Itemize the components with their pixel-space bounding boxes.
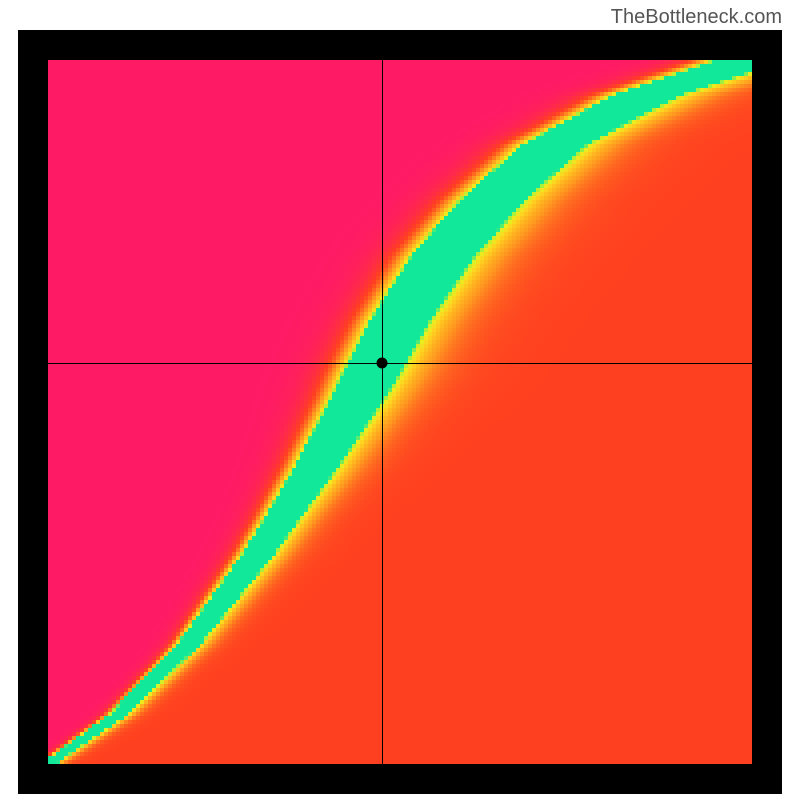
marker-dot bbox=[377, 357, 388, 368]
watermark-text: TheBottleneck.com bbox=[611, 6, 782, 29]
crosshair-vertical bbox=[382, 60, 383, 764]
chart-frame bbox=[18, 30, 782, 794]
crosshair-horizontal bbox=[48, 363, 752, 364]
bottleneck-heatmap bbox=[48, 60, 752, 764]
chart-container: TheBottleneck.com bbox=[0, 0, 800, 800]
